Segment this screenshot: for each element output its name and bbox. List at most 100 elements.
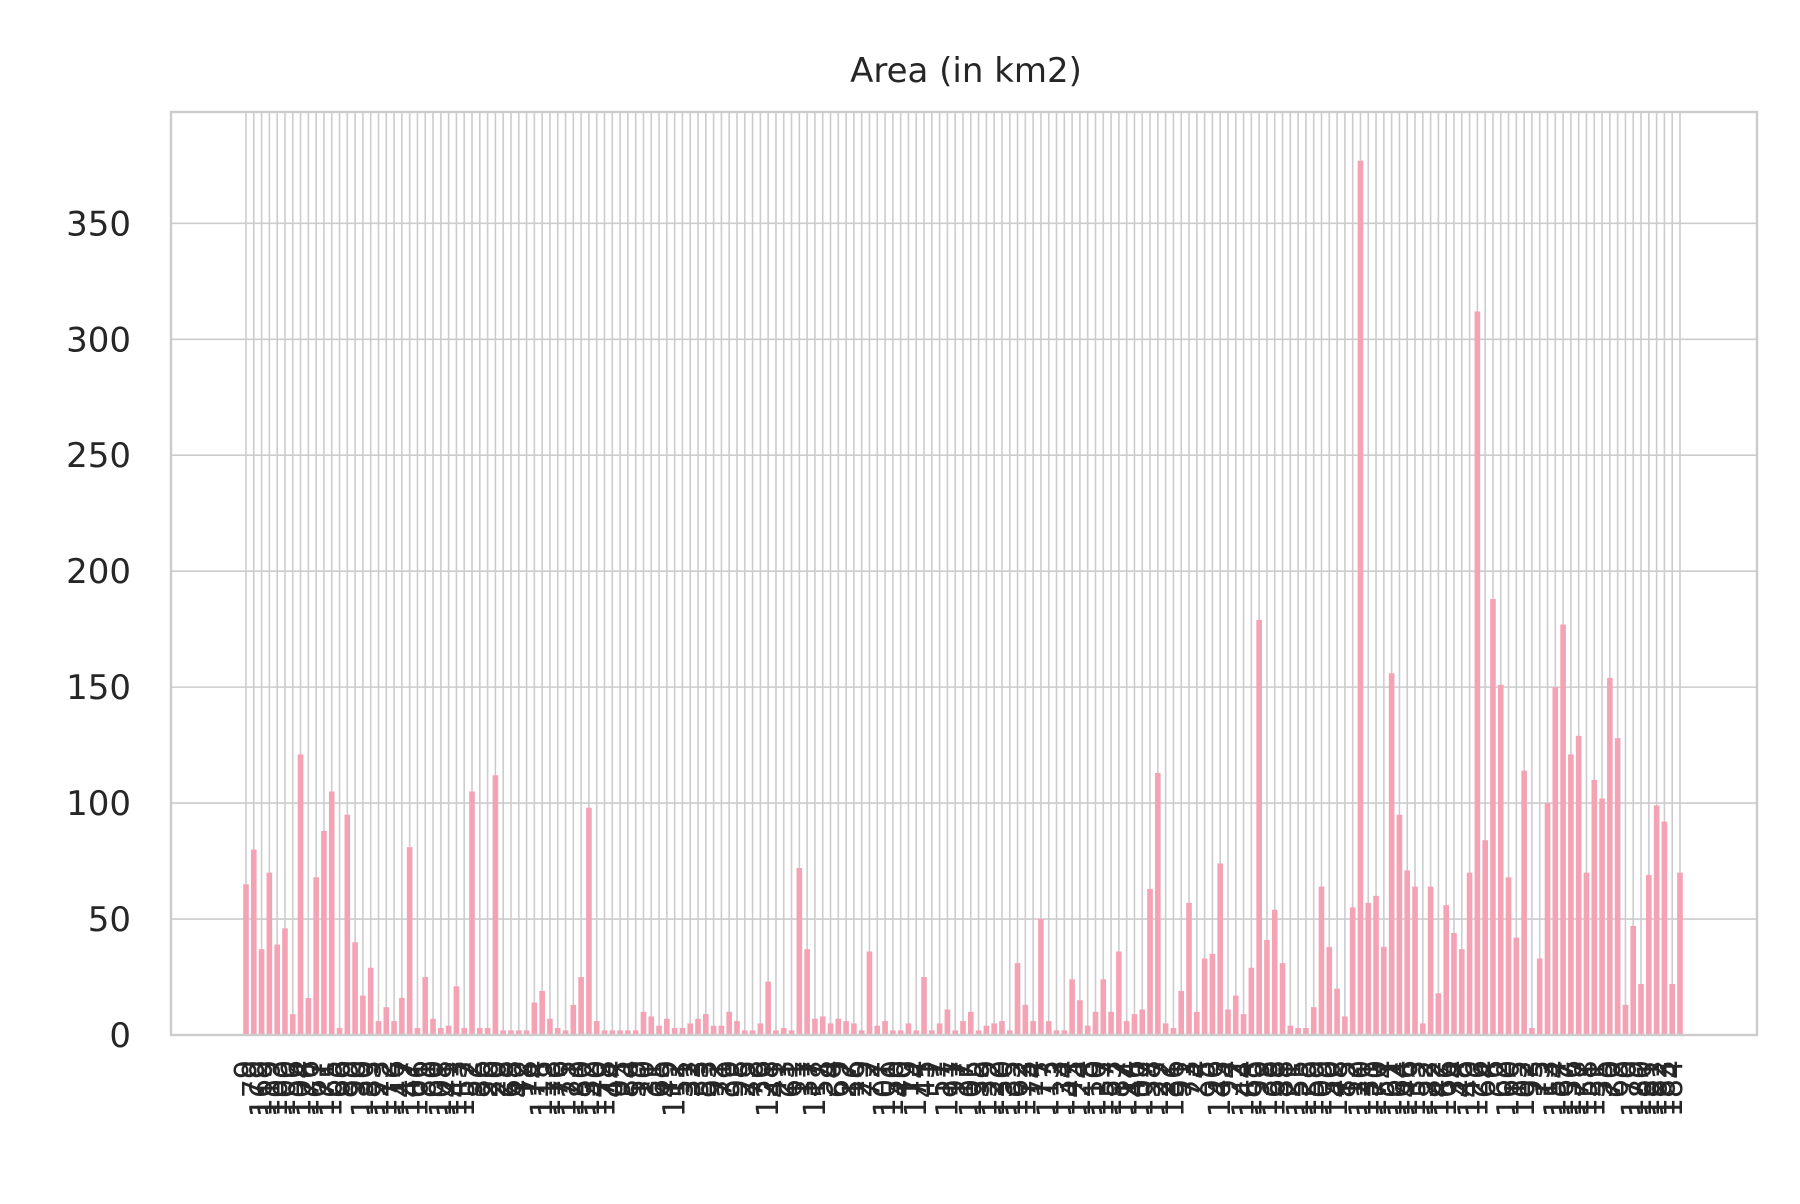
bar xyxy=(305,997,312,1035)
x-tick-label: 17 xyxy=(946,1060,981,1098)
bar xyxy=(1318,886,1325,1035)
bar xyxy=(1677,872,1683,1035)
x-tick-label: 173 xyxy=(1008,1060,1043,1117)
x-tick-label: 87 xyxy=(1102,1060,1137,1098)
bar xyxy=(562,1030,569,1035)
bar xyxy=(1560,624,1566,1035)
x-tick-label: 151 xyxy=(1577,1060,1612,1117)
bar xyxy=(890,1030,896,1035)
bar xyxy=(866,951,873,1035)
x-tick-label: 68 xyxy=(494,1060,529,1098)
bar xyxy=(1404,870,1411,1035)
bar xyxy=(1248,967,1255,1035)
x-tick-label: 153 xyxy=(1094,1060,1129,1117)
bar xyxy=(796,868,803,1035)
bar xyxy=(1069,979,1075,1035)
x-tick-label: 49 xyxy=(650,1060,685,1098)
x-tick-label: 155 xyxy=(1281,1060,1316,1117)
x-tick-label: 19 xyxy=(891,1060,926,1098)
x-tick-label: 56 xyxy=(276,1060,311,1098)
bar xyxy=(804,949,810,1035)
x-tick-label: 47 xyxy=(385,1060,420,1098)
x-tick-label: 139 xyxy=(969,1060,1004,1117)
bar xyxy=(773,1030,779,1035)
bar xyxy=(921,977,927,1035)
bar xyxy=(297,754,304,1035)
bar xyxy=(1108,1011,1114,1035)
x-tick-label: 177 xyxy=(1562,1060,1597,1117)
x-tick-label: 132 xyxy=(572,1060,607,1117)
bar xyxy=(1342,1016,1348,1035)
x-tick-label: 65 xyxy=(642,1060,677,1098)
bar xyxy=(484,1028,491,1035)
x-tick-label: 96 xyxy=(1195,1060,1230,1098)
bar xyxy=(422,977,429,1035)
bar xyxy=(913,1030,920,1035)
x-tick-label: 16 xyxy=(837,1060,872,1098)
bars xyxy=(243,160,1683,1035)
bar xyxy=(554,1028,561,1035)
bar xyxy=(352,942,358,1035)
bar xyxy=(1326,946,1333,1035)
y-tick-label: 200 xyxy=(66,552,131,592)
x-tick-label: 143 xyxy=(439,1060,474,1117)
bar xyxy=(1061,1030,1068,1035)
bar xyxy=(905,1023,912,1035)
bar xyxy=(1614,738,1621,1035)
x-tick-label: 163 xyxy=(1234,1060,1269,1117)
bar xyxy=(1638,983,1644,1035)
bar xyxy=(367,967,374,1035)
bar xyxy=(1201,958,1208,1035)
x-tick-label: 50 xyxy=(1312,1060,1347,1098)
bar xyxy=(835,1018,842,1035)
bar xyxy=(1505,877,1512,1035)
bar xyxy=(1006,1030,1013,1035)
bar xyxy=(1349,907,1356,1035)
bar xyxy=(492,775,499,1035)
bar xyxy=(1194,1011,1200,1035)
bar xyxy=(851,1023,857,1035)
x-tick-label: 154 xyxy=(1538,1060,1573,1117)
x-tick-label: 34 xyxy=(1437,1060,1472,1098)
bar xyxy=(726,1011,732,1035)
x-tick-label: 26 xyxy=(471,1060,506,1098)
x-tick-label: 27 xyxy=(829,1060,864,1098)
x-tick-label: 79 xyxy=(237,1060,272,1098)
x-tick-label: 23 xyxy=(767,1060,802,1098)
bar xyxy=(1552,687,1559,1035)
x-tick-label: 54 xyxy=(1367,1060,1402,1098)
x-tick-label: 74 xyxy=(517,1060,552,1098)
bar xyxy=(508,1030,514,1035)
x-tick-label: 92 xyxy=(697,1060,732,1098)
bar xyxy=(1466,872,1473,1035)
x-tick-label: 51 xyxy=(665,1060,700,1098)
x-tick-label: 162 xyxy=(1001,1060,1036,1117)
bar xyxy=(266,872,273,1035)
bar xyxy=(1022,1004,1029,1035)
x-tick-label: 133 xyxy=(1398,1060,1433,1117)
x-tick-label: 40 xyxy=(884,1060,919,1098)
x-tick-label: 11 xyxy=(782,1060,817,1098)
x-tick-label: 110 xyxy=(1078,1060,1113,1117)
bar xyxy=(360,995,366,1035)
x-tick-label: 131 xyxy=(1351,1060,1386,1117)
x-tick-label: 91 xyxy=(1164,1060,1199,1098)
x-tick-labels: 9791691191031005610417667171165668990130… xyxy=(229,1060,1690,1117)
x-tick-label: 37 xyxy=(790,1060,825,1098)
x-tick-label: 4 xyxy=(814,1060,849,1079)
bar xyxy=(1014,963,1021,1035)
bar xyxy=(1474,311,1481,1035)
bar xyxy=(344,814,351,1035)
bar xyxy=(1240,1014,1247,1035)
x-tick-label: 31 xyxy=(634,1060,669,1098)
x-tick-label: 183 xyxy=(1647,1060,1682,1117)
x-tick-label: 136 xyxy=(1156,1060,1191,1117)
x-tick-label: 175 xyxy=(549,1060,584,1117)
x-tick-label: 45 xyxy=(907,1060,942,1098)
bar xyxy=(1131,1014,1138,1035)
x-tick-label: 149 xyxy=(1453,1060,1488,1117)
bar xyxy=(929,1030,935,1035)
bar xyxy=(944,1009,951,1035)
x-tick-label: 116 xyxy=(377,1060,412,1117)
